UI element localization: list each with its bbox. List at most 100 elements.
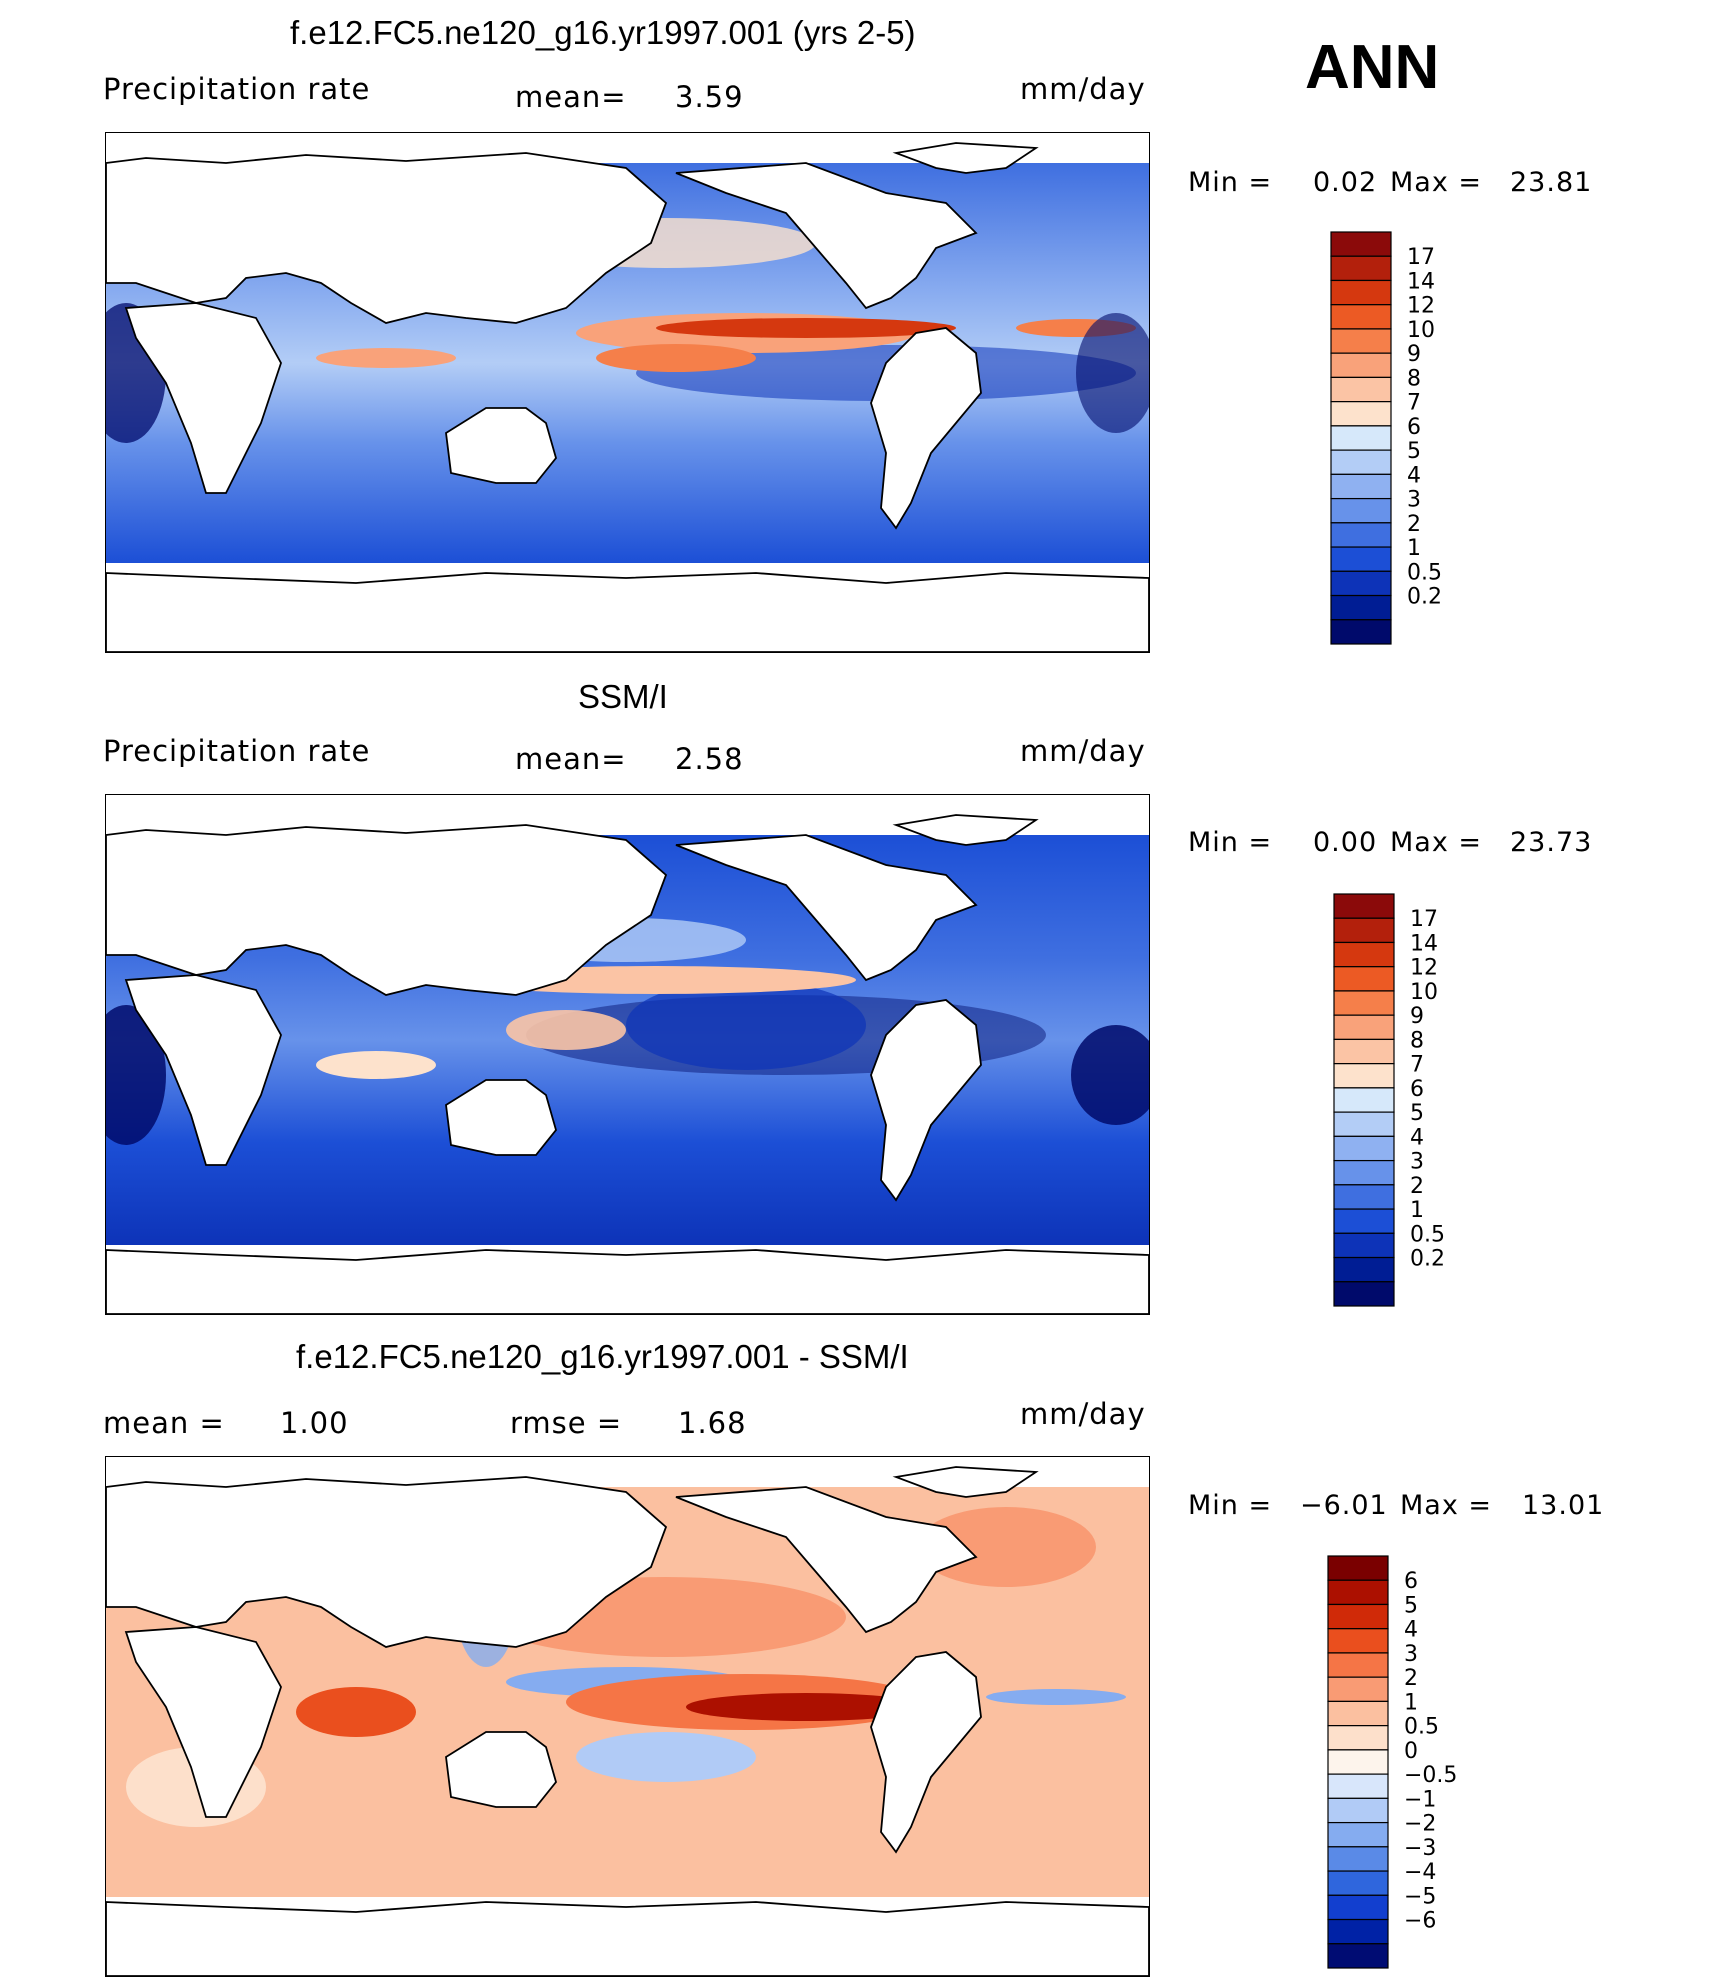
panel3-title: f.e12.FC5.ne120_g16.yr1997.001 - SSM/I bbox=[296, 1338, 909, 1375]
colorbar-swatch bbox=[1333, 917, 1395, 944]
colorbar-swatch bbox=[1330, 497, 1392, 524]
panel2-coastlines bbox=[106, 814, 1149, 1314]
colorbar-swatch bbox=[1330, 401, 1392, 427]
colorbar-tick-label: 14 bbox=[1410, 931, 1438, 956]
colorbar-swatch bbox=[1327, 1603, 1389, 1630]
colorbar-swatch bbox=[1327, 1555, 1389, 1581]
colorbar-swatch bbox=[1330, 594, 1392, 621]
panel2-map bbox=[105, 794, 1150, 1315]
panel2-mean-value: 2.58 bbox=[675, 742, 744, 776]
colorbar-swatch bbox=[1333, 990, 1395, 1016]
colorbar-tick-label: 0.5 bbox=[1410, 1222, 1445, 1247]
colorbar-swatch bbox=[1327, 1749, 1389, 1775]
colorbar-tick-label: 0 bbox=[1404, 1739, 1418, 1764]
colorbar-swatch bbox=[1330, 376, 1392, 403]
colorbar-tick-label: 17 bbox=[1407, 245, 1435, 270]
panel2-variable-label: Precipitation rate bbox=[103, 734, 371, 768]
colorbar-swatch bbox=[1333, 1184, 1395, 1210]
colorbar-tick-label: 4 bbox=[1410, 1125, 1424, 1150]
colorbar-tick-label: 7 bbox=[1407, 391, 1421, 416]
colorbar-tick-label: −0.5 bbox=[1404, 1763, 1457, 1788]
colorbar-swatch bbox=[1330, 522, 1392, 548]
colorbar-tick-label: 9 bbox=[1407, 342, 1421, 367]
colorbar-swatch bbox=[1333, 1111, 1395, 1137]
panel1-min-value: 0.02 bbox=[1313, 167, 1378, 198]
panel3-coastlines bbox=[106, 1466, 1149, 1976]
panel2-min-value: 0.00 bbox=[1313, 827, 1378, 858]
colorbar-tick-label: 1 bbox=[1410, 1198, 1424, 1223]
colorbar-swatch bbox=[1330, 304, 1392, 330]
colorbar-swatch bbox=[1333, 1135, 1395, 1162]
colorbar-tick-label: −5 bbox=[1404, 1884, 1436, 1909]
colorbar-swatch bbox=[1327, 1700, 1389, 1727]
colorbar-swatch bbox=[1327, 1773, 1389, 1799]
panel1-units: mm/day bbox=[1020, 72, 1146, 106]
panel3-min-label: Min = bbox=[1188, 1490, 1273, 1521]
panel2-max-value: 23.73 bbox=[1510, 827, 1593, 858]
colorbar-tick-label: 0.2 bbox=[1410, 1247, 1445, 1272]
colorbar-tick-label: 9 bbox=[1410, 1004, 1424, 1029]
panel2-min-label: Min = bbox=[1188, 827, 1273, 858]
colorbar-tick-label: 2 bbox=[1410, 1174, 1424, 1199]
colorbar-tick-label: 3 bbox=[1410, 1150, 1424, 1175]
colorbar-swatch bbox=[1327, 1579, 1389, 1606]
panel3-mean-label: mean = bbox=[103, 1406, 225, 1440]
colorbar-tick-label: 6 bbox=[1410, 1077, 1424, 1102]
panel3-rmse-value: 1.68 bbox=[678, 1406, 747, 1440]
panel1-coastlines bbox=[106, 142, 1149, 652]
colorbar-swatch bbox=[1330, 546, 1392, 572]
colorbar-swatch bbox=[1330, 231, 1392, 257]
colorbar-swatch bbox=[1330, 328, 1392, 354]
colorbar-tick-label: 0.5 bbox=[1407, 560, 1442, 585]
colorbar-swatch bbox=[1330, 619, 1392, 645]
colorbar-swatch bbox=[1327, 1943, 1389, 1969]
colorbar-tick-label: 8 bbox=[1407, 366, 1421, 391]
panel3-colorbar: 6 5 4 3 2 1 0.5 0 −0.5 −1 −2 −3 −4 −5 −6 bbox=[1327, 1555, 1488, 1969]
colorbar-swatch bbox=[1330, 279, 1392, 306]
panel3-max-label: Max = bbox=[1400, 1490, 1493, 1521]
panel2-units: mm/day bbox=[1020, 734, 1146, 768]
panel3-rmse-label: rmse = bbox=[510, 1406, 623, 1440]
colorbar-swatch bbox=[1330, 255, 1392, 282]
colorbar-swatch bbox=[1333, 1038, 1395, 1065]
panel2-title: SSM/I bbox=[578, 678, 668, 715]
colorbar-swatch bbox=[1333, 1281, 1395, 1307]
colorbar-swatch bbox=[1330, 473, 1392, 500]
panel3-max-value: 13.01 bbox=[1522, 1490, 1605, 1521]
panel2-max-label: Max = bbox=[1390, 827, 1483, 858]
colorbar-tick-label: −6 bbox=[1404, 1909, 1436, 1934]
colorbar-tick-label: 4 bbox=[1404, 1618, 1418, 1643]
panel1-max-value: 23.81 bbox=[1510, 167, 1593, 198]
panel3-mean-value: 1.00 bbox=[280, 1406, 349, 1440]
panel3-difference-field bbox=[106, 1466, 1149, 1976]
colorbar-swatch bbox=[1330, 352, 1392, 379]
panel1-map bbox=[105, 132, 1150, 653]
colorbar-tick-label: −3 bbox=[1404, 1836, 1436, 1861]
panel2-mean-label: mean= bbox=[515, 742, 627, 776]
panel1-mean-label: mean= bbox=[515, 80, 627, 114]
colorbar-tick-label: 12 bbox=[1407, 294, 1435, 319]
colorbar-tick-label: 8 bbox=[1410, 1028, 1424, 1053]
colorbar-tick-label: 10 bbox=[1410, 980, 1438, 1005]
colorbar-swatch bbox=[1327, 1821, 1389, 1848]
colorbar-swatch bbox=[1330, 449, 1392, 475]
colorbar-tick-label: 1 bbox=[1407, 536, 1421, 561]
panel3-min-value: −6.01 bbox=[1300, 1490, 1388, 1521]
colorbar-swatch bbox=[1330, 425, 1392, 451]
colorbar-swatch bbox=[1333, 893, 1395, 919]
colorbar-tick-label: 2 bbox=[1404, 1666, 1418, 1691]
colorbar-swatch bbox=[1333, 1087, 1395, 1113]
colorbar-swatch bbox=[1333, 1208, 1395, 1234]
colorbar-tick-label: 14 bbox=[1407, 269, 1435, 294]
colorbar-tick-label: 2 bbox=[1407, 512, 1421, 537]
colorbar-tick-label: 3 bbox=[1404, 1642, 1418, 1667]
colorbar-tick-label: 0.2 bbox=[1407, 585, 1442, 610]
colorbar-tick-label: −4 bbox=[1404, 1860, 1436, 1885]
colorbar-swatch bbox=[1327, 1870, 1389, 1896]
colorbar-swatch bbox=[1327, 1918, 1389, 1945]
season-label: ANN bbox=[1305, 33, 1440, 102]
colorbar-swatch bbox=[1333, 941, 1395, 968]
colorbar-tick-label: 1 bbox=[1404, 1690, 1418, 1715]
colorbar-tick-label: 12 bbox=[1410, 956, 1438, 981]
colorbar-tick-label: 17 bbox=[1410, 907, 1438, 932]
